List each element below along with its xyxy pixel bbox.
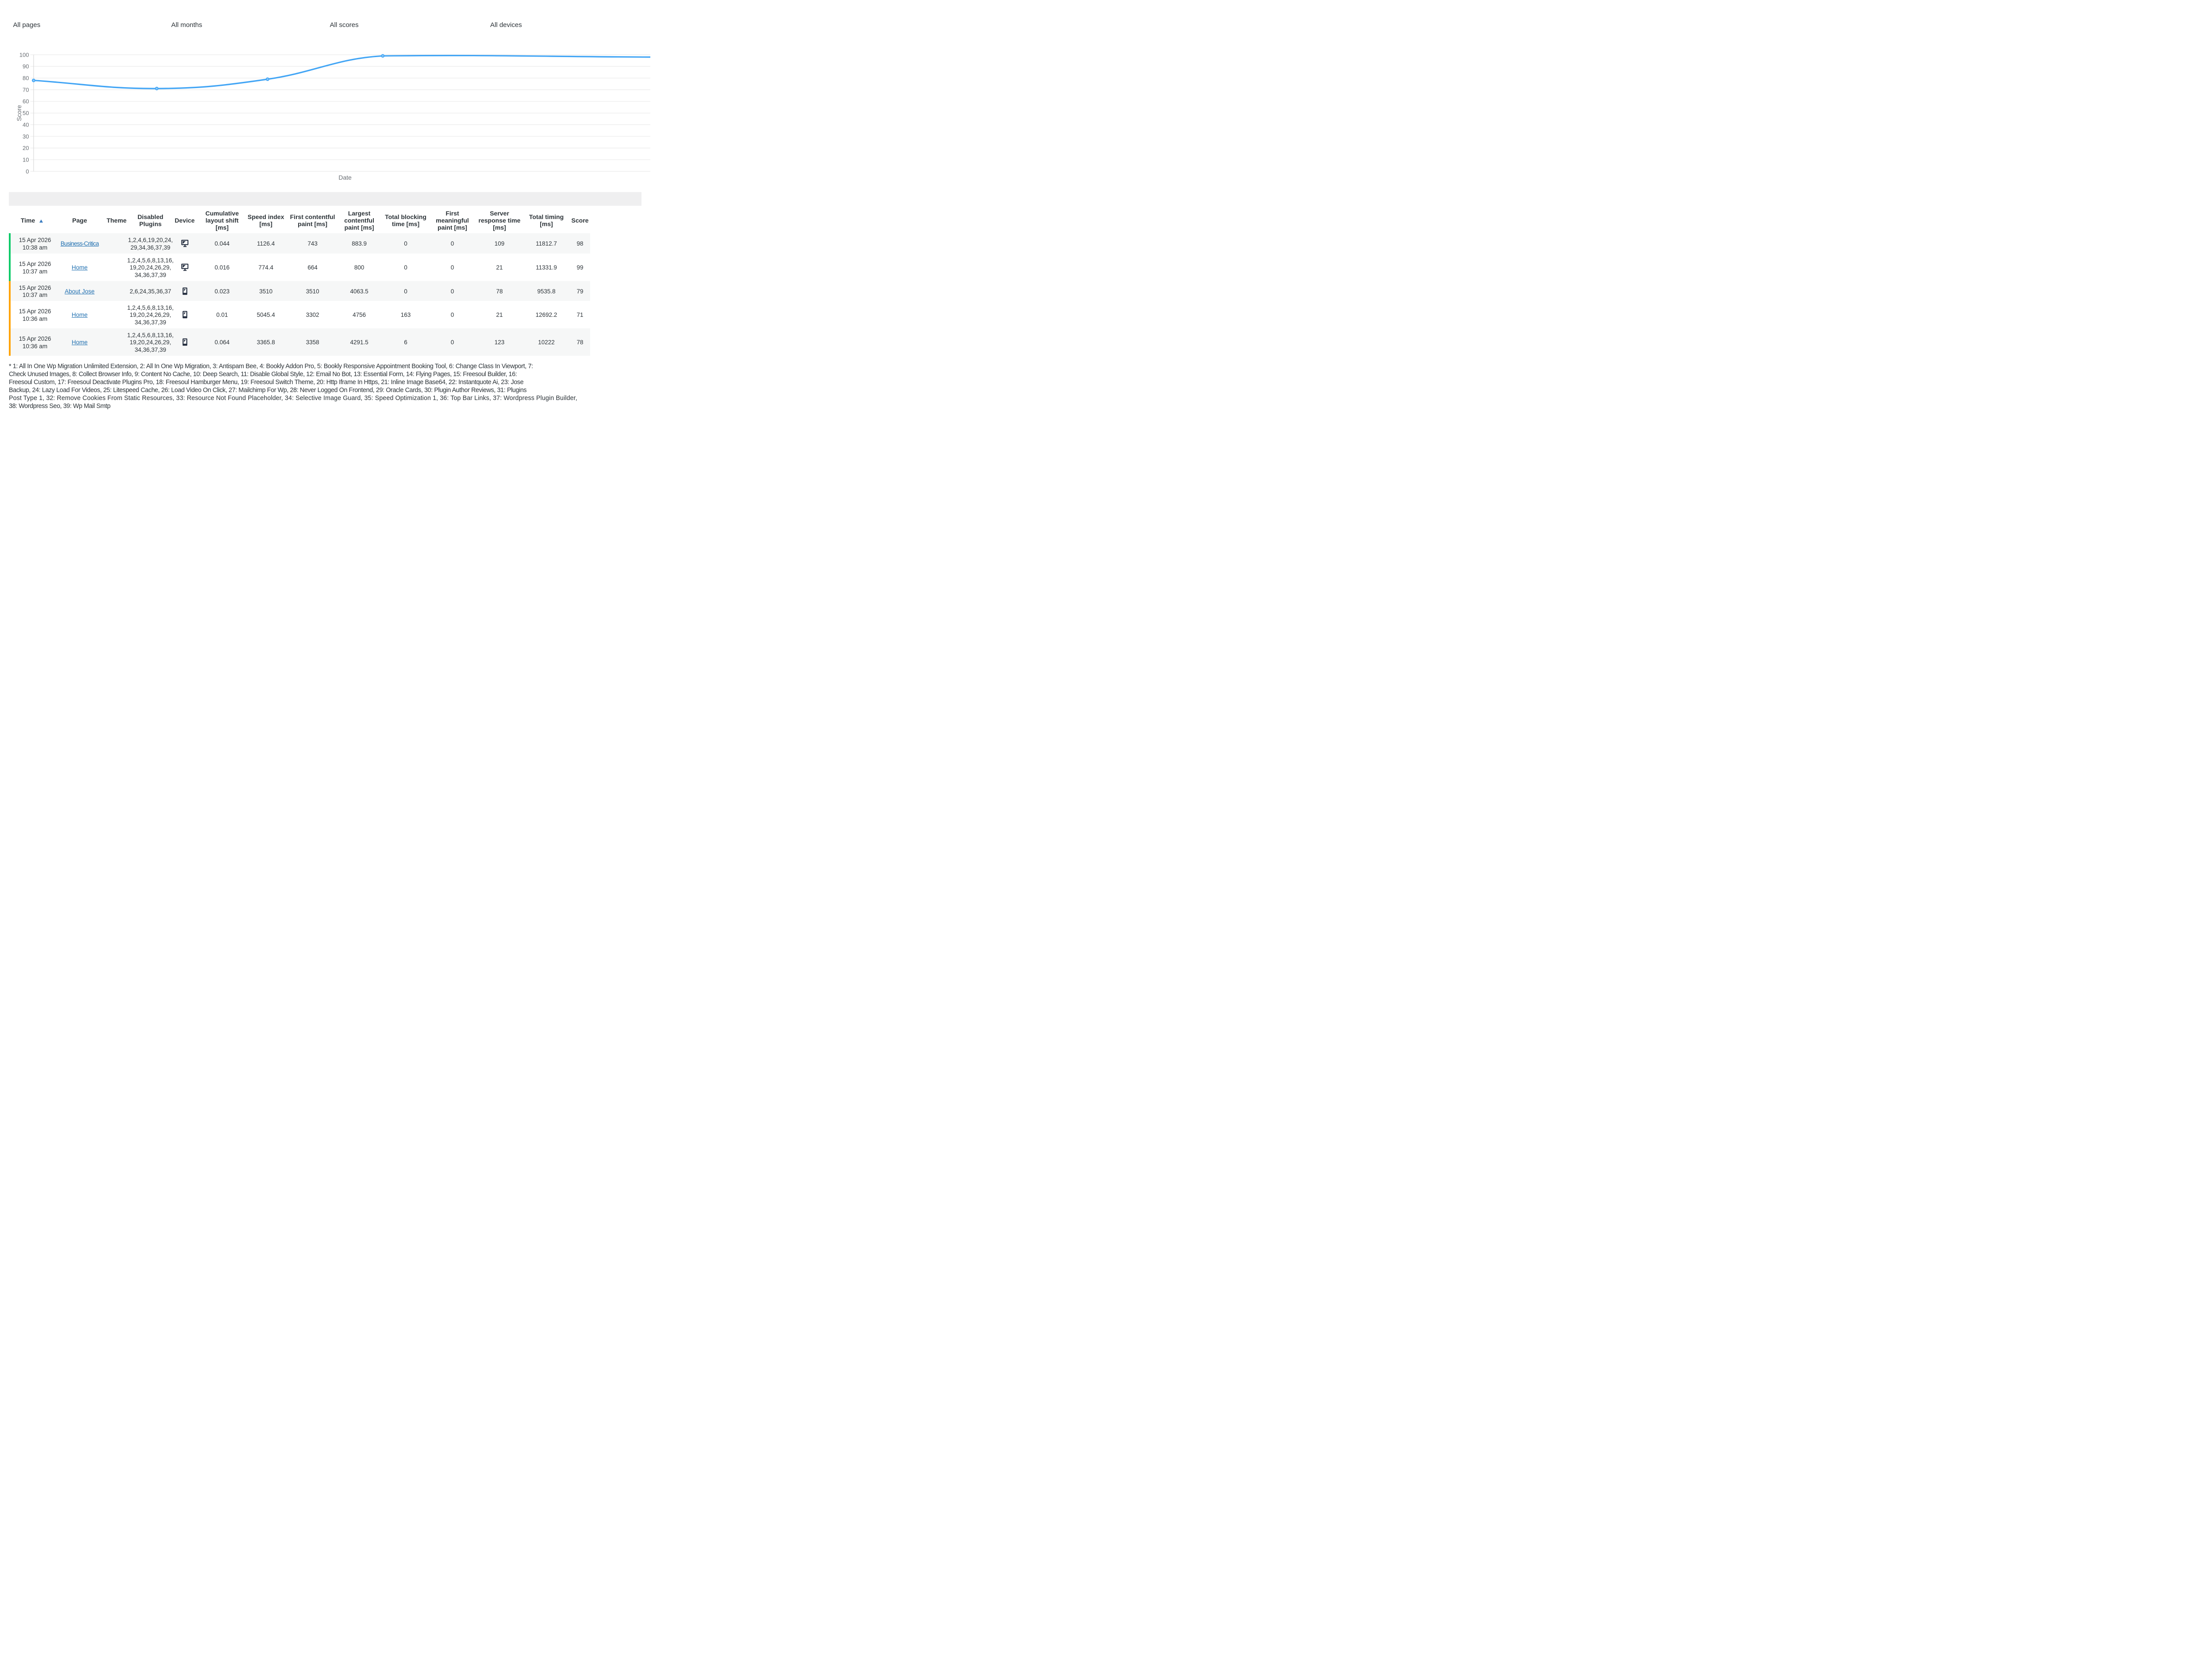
svg-text:40: 40 [23,121,29,128]
svg-text:Score: Score [15,105,23,121]
svg-text:90: 90 [23,63,29,70]
svg-text:80: 80 [23,75,29,81]
svg-text:30: 30 [23,133,29,140]
svg-text:60: 60 [23,98,29,105]
svg-text:Date: Date [338,174,352,181]
svg-text:10: 10 [23,156,29,163]
svg-text:0: 0 [26,168,29,175]
svg-text:100: 100 [19,51,29,58]
svg-text:20: 20 [23,145,29,151]
svg-text:70: 70 [23,86,29,93]
svg-text:50: 50 [23,110,29,116]
